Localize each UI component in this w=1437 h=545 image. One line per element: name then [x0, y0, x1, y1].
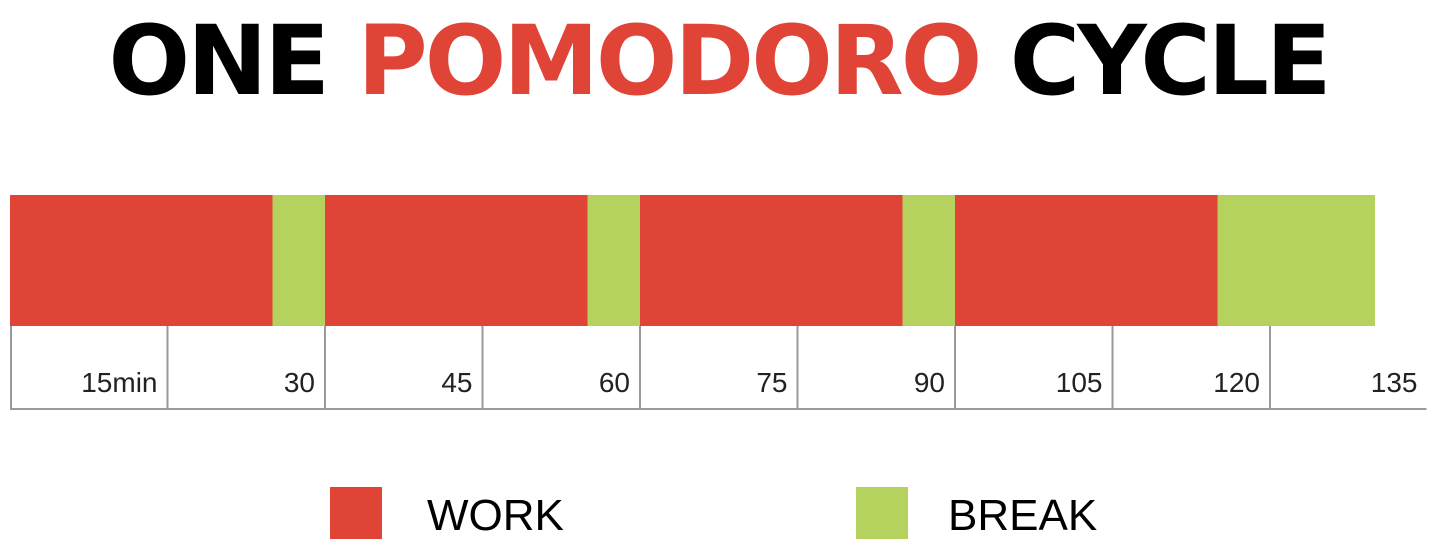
break-segment-2 [272, 195, 325, 326]
chart-title: ONE POMODORO CYCLE [0, 6, 1437, 116]
legend-break-swatch [856, 487, 908, 539]
legend-work-label: WORK [427, 491, 564, 540]
work-segment-3 [325, 195, 588, 326]
tick-label-120: 120 [1213, 367, 1260, 398]
work-segment-7 [955, 195, 1218, 326]
tick-label-90: 90 [914, 367, 945, 398]
tick-label-60: 60 [599, 367, 630, 398]
break-segment-6 [902, 195, 955, 326]
title-word-pomodoro: POMODORO [357, 5, 982, 117]
tick-label-105: 105 [1056, 367, 1103, 398]
tick-label-30: 30 [284, 367, 315, 398]
title-word-cycle: CYCLE [1009, 5, 1332, 117]
title-word-one: ONE [108, 5, 330, 117]
break-segment-4 [587, 195, 640, 326]
tick-label-15: 15min [81, 367, 157, 398]
legend-work-swatch [330, 487, 382, 539]
legend-break-label: BREAK [948, 491, 1098, 540]
tick-label-75: 75 [756, 367, 787, 398]
work-segment-1 [10, 195, 273, 326]
tick-label-135: 135 [1371, 367, 1418, 398]
tick-label-45: 45 [441, 367, 472, 398]
break-segment-8 [1217, 195, 1375, 326]
work-segment-5 [640, 195, 903, 326]
